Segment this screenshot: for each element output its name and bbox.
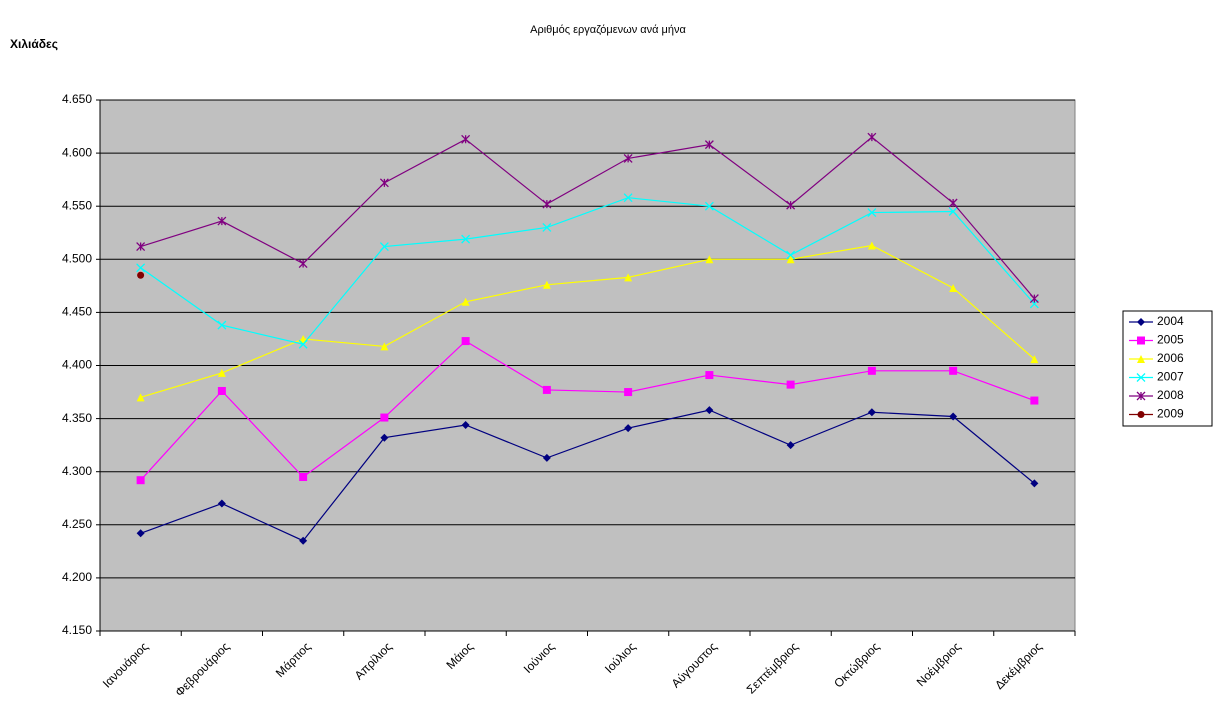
marker (948, 207, 958, 216)
marker (624, 388, 633, 397)
series (137, 271, 145, 279)
series-line (140, 409, 1035, 542)
marker (949, 283, 958, 292)
marker (542, 453, 551, 462)
marker (217, 499, 226, 508)
marker (542, 199, 552, 209)
chart-title: Αριθμός εργαζόμενων ανά μήνα (530, 24, 686, 36)
series (136, 337, 1039, 485)
series-line (140, 197, 1035, 345)
marker (867, 366, 876, 375)
marker (461, 134, 471, 144)
marker (217, 386, 226, 395)
legend-label: 2009 (1157, 407, 1184, 421)
marker (1137, 318, 1145, 326)
y-tick-label: 4.300 (62, 464, 92, 478)
marker (1030, 479, 1039, 488)
marker (1029, 294, 1039, 304)
marker (380, 342, 389, 351)
marker (1137, 336, 1145, 345)
marker (624, 424, 633, 433)
marker (867, 132, 877, 142)
marker (298, 259, 308, 269)
series (136, 132, 1039, 304)
y-tick-label: 4.600 (62, 145, 92, 159)
marker (786, 441, 795, 450)
legend-label: 2007 (1157, 370, 1184, 384)
marker (379, 242, 389, 252)
marker (217, 216, 227, 226)
marker (704, 201, 714, 211)
y-tick-label: 4.250 (62, 517, 92, 531)
marker (379, 178, 389, 188)
marker (949, 366, 958, 375)
marker (1136, 373, 1146, 382)
marker (136, 529, 145, 538)
legend-box (1122, 310, 1213, 427)
y-tick-label: 4.150 (62, 623, 92, 637)
marker (867, 208, 877, 218)
marker (1137, 411, 1145, 418)
marker (461, 297, 470, 306)
legend-label: 2005 (1157, 333, 1184, 347)
marker (136, 242, 146, 252)
marker (298, 339, 308, 349)
series-line (140, 340, 1035, 481)
marker (136, 476, 145, 485)
y-tick-label: 4.200 (62, 570, 92, 584)
series-line (140, 244, 1035, 398)
marker (948, 198, 958, 208)
series (136, 406, 1039, 545)
marker (136, 393, 145, 402)
marker (461, 420, 470, 429)
marker (867, 241, 876, 250)
marker (461, 337, 470, 346)
marker (867, 408, 876, 417)
y-tick-label: 4.550 (62, 198, 92, 212)
series-line (140, 136, 1035, 299)
marker (1030, 396, 1039, 405)
marker (217, 368, 226, 377)
marker (786, 250, 796, 260)
legend-label: 2006 (1157, 351, 1184, 365)
marker (704, 140, 714, 150)
series (136, 193, 1039, 349)
marker (705, 371, 714, 380)
marker (786, 200, 796, 210)
marker (380, 433, 389, 442)
marker (705, 406, 714, 415)
y-tick-label: 4.400 (62, 358, 92, 372)
y-tick-label: 4.450 (62, 305, 92, 319)
marker (380, 413, 389, 422)
marker (137, 271, 145, 279)
marker (949, 412, 958, 421)
series (136, 241, 1039, 402)
marker (1030, 355, 1039, 364)
marker (705, 255, 714, 264)
marker (1136, 391, 1146, 401)
marker (542, 280, 551, 289)
marker (542, 222, 552, 232)
marker (299, 536, 308, 545)
marker (786, 255, 795, 264)
y-tick-label: 4.650 (62, 92, 92, 106)
marker (217, 320, 227, 330)
marker (623, 153, 633, 163)
legend-label: 2004 (1157, 314, 1184, 328)
marker (136, 263, 146, 273)
y-tick-label: 4.350 (62, 411, 92, 425)
legend-label: 2008 (1157, 388, 1184, 402)
marker (542, 385, 551, 394)
marker (623, 193, 633, 203)
marker (624, 273, 633, 282)
y-axis-label: Χιλιάδες (10, 37, 58, 51)
y-tick-label: 4.500 (62, 251, 92, 265)
marker (299, 473, 308, 482)
marker (1137, 355, 1145, 363)
marker (786, 380, 795, 389)
marker (461, 234, 471, 244)
